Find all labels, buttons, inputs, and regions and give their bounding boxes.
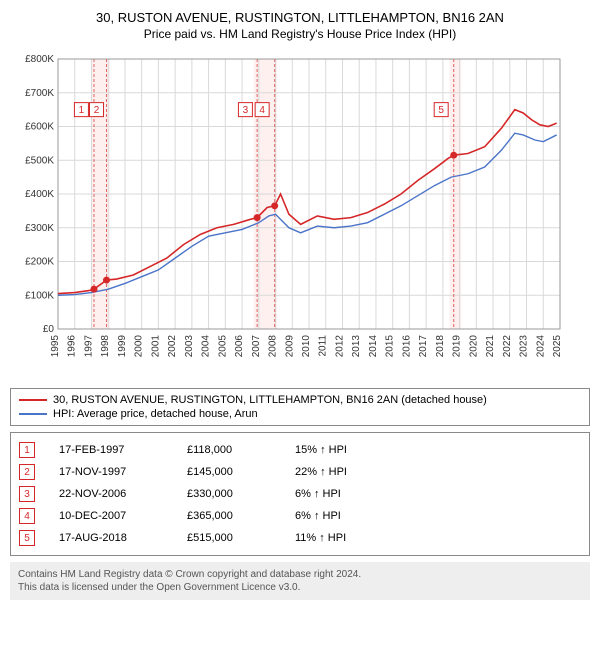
svg-text:2010: 2010 [301,335,312,358]
svg-text:£500K: £500K [25,155,54,166]
sale-hpi-delta: 11% ↑ HPI [295,532,415,544]
sale-marker-icon: 1 [19,442,35,458]
svg-text:2008: 2008 [268,335,279,358]
sale-hpi-delta: 6% ↑ HPI [295,510,415,522]
svg-text:2009: 2009 [284,335,295,358]
sale-marker-icon: 4 [19,508,35,524]
footer-line1: Contains HM Land Registry data © Crown c… [18,568,582,581]
svg-text:2001: 2001 [150,335,161,358]
footer-attribution: Contains HM Land Registry data © Crown c… [10,562,590,600]
svg-text:£300K: £300K [25,223,54,234]
sales-table: 1 17-FEB-1997 £118,000 15% ↑ HPI 2 17-NOV-199… [10,432,590,556]
svg-text:2015: 2015 [385,335,396,358]
svg-text:£800K: £800K [25,54,54,65]
svg-text:2000: 2000 [134,335,145,358]
svg-text:£400K: £400K [25,189,54,200]
chart-title-block: 30, RUSTON AVENUE, RUSTINGTON, LITTLEHAM… [10,10,590,41]
svg-text:1999: 1999 [117,335,128,358]
svg-text:1996: 1996 [67,335,78,358]
svg-text:1995: 1995 [50,335,61,358]
sale-date: 22-NOV-2006 [43,488,179,500]
chart-svg: £0 £100K £200K £300K £400K £500K £600K £700K £80… [10,49,570,379]
svg-text:2002: 2002 [167,335,178,358]
svg-text:2: 2 [94,105,100,116]
sale-hpi-delta: 22% ↑ HPI [295,466,415,478]
sale-row: 1 17-FEB-1997 £118,000 15% ↑ HPI [19,439,581,461]
svg-text:2011: 2011 [318,335,329,357]
svg-text:2018: 2018 [435,335,446,358]
svg-text:2019: 2019 [452,335,463,358]
sale-price: £515,000 [187,532,287,544]
sale-row: 5 17-AUG-2018 £515,000 11% ↑ HPI [19,527,581,549]
sale-row: 3 22-NOV-2006 £330,000 6% ↑ HPI [19,483,581,505]
legend-swatch [19,413,47,415]
sale-price: £365,000 [187,510,287,522]
svg-text:2004: 2004 [201,335,212,358]
sale-marker-icon: 2 [19,464,35,480]
legend-label: HPI: Average price, detached house, Arun [53,408,258,420]
svg-text:£600K: £600K [25,122,54,133]
sale-hpi-delta: 15% ↑ HPI [295,444,415,456]
sale-date: 17-NOV-1997 [43,466,179,478]
svg-text:2021: 2021 [485,335,496,358]
svg-text:3: 3 [243,105,249,116]
svg-text:2013: 2013 [351,335,362,358]
svg-text:2007: 2007 [251,335,262,358]
legend-swatch [19,399,47,401]
sale-row: 2 17-NOV-1997 £145,000 22% ↑ HPI [19,461,581,483]
svg-text:2003: 2003 [184,335,195,358]
legend-label: 30, RUSTON AVENUE, RUSTINGTON, LITTLEHAM… [53,394,487,406]
sale-marker-icon: 5 [19,530,35,546]
svg-text:2006: 2006 [234,335,245,358]
svg-text:1: 1 [79,105,85,116]
sale-hpi-delta: 6% ↑ HPI [295,488,415,500]
price-chart: £0 £100K £200K £300K £400K £500K £600K £700K £80… [10,49,590,382]
sale-price: £118,000 [187,444,287,456]
svg-text:1997: 1997 [83,335,94,358]
svg-text:2016: 2016 [401,335,412,358]
svg-text:2023: 2023 [519,335,530,358]
legend-item: HPI: Average price, detached house, Arun [19,407,581,421]
svg-text:2025: 2025 [552,335,563,358]
svg-text:2024: 2024 [535,335,546,358]
title-subtitle: Price paid vs. HM Land Registry's House … [10,27,590,41]
svg-text:1998: 1998 [100,335,111,358]
sale-marker-icon: 3 [19,486,35,502]
svg-text:5: 5 [438,105,444,116]
sale-date: 17-AUG-2018 [43,532,179,544]
svg-text:2017: 2017 [418,335,429,358]
sale-date: 17-FEB-1997 [43,444,179,456]
legend-item: 30, RUSTON AVENUE, RUSTINGTON, LITTLEHAM… [19,393,581,407]
chart-legend: 30, RUSTON AVENUE, RUSTINGTON, LITTLEHAM… [10,388,590,426]
svg-text:£0: £0 [43,324,55,335]
svg-text:2012: 2012 [334,335,345,358]
svg-text:2005: 2005 [217,335,228,358]
svg-text:£100K: £100K [25,290,54,301]
sale-price: £330,000 [187,488,287,500]
footer-line2: This data is licensed under the Open Gov… [18,581,582,594]
sale-date: 10-DEC-2007 [43,510,179,522]
title-address: 30, RUSTON AVENUE, RUSTINGTON, LITTLEHAM… [10,10,590,25]
svg-text:4: 4 [259,105,265,116]
svg-text:£700K: £700K [25,88,54,99]
svg-text:2014: 2014 [368,335,379,358]
svg-text:£200K: £200K [25,257,54,268]
svg-text:2022: 2022 [502,335,513,358]
svg-text:2020: 2020 [468,335,479,358]
sale-row: 4 10-DEC-2007 £365,000 6% ↑ HPI [19,505,581,527]
sale-price: £145,000 [187,466,287,478]
